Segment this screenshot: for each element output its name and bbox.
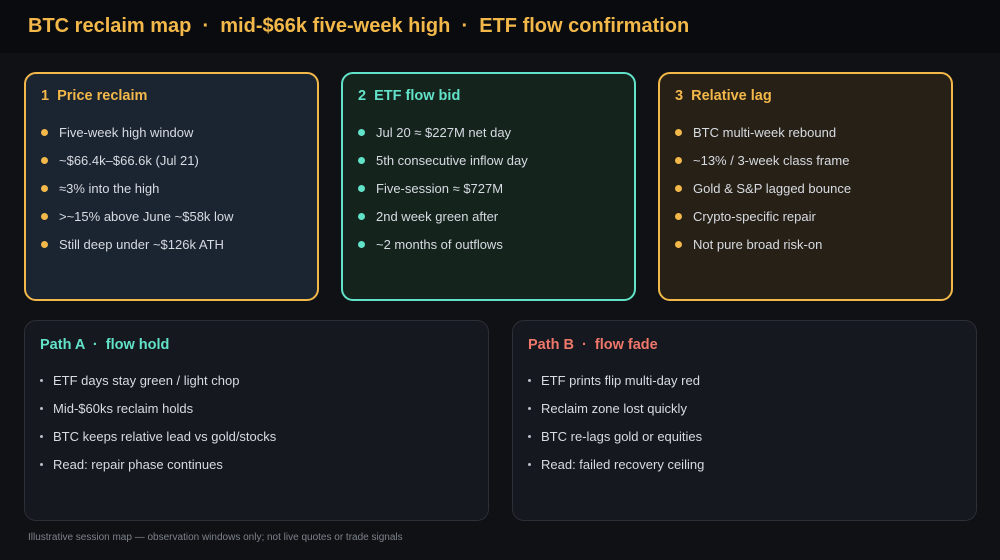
- footer-disclaimer: Illustrative session map — observation w…: [28, 532, 403, 543]
- bullet-dot-icon: [358, 128, 365, 136]
- list-item-text: ETF days stay green / light chop: [53, 372, 240, 388]
- card-title: 2 ETF flow bid: [358, 88, 461, 104]
- list-item: ~$66.4k–$66.6k (Jul 21): [41, 146, 234, 174]
- page-title: BTC reclaim map · mid-$66k five-week hig…: [28, 15, 690, 37]
- list-item: ETF days stay green / light chop: [40, 366, 276, 394]
- list-item: ≈3% into the high: [41, 174, 234, 202]
- list-item-text: Still deep under ~$126k ATH: [59, 236, 224, 252]
- list-item: Not pure broad risk-on: [675, 230, 851, 258]
- bullet-dot-icon: [675, 212, 682, 220]
- list-item-text: Crypto-specific repair: [693, 208, 816, 224]
- list-item-text: BTC re-lags gold or equities: [541, 428, 703, 444]
- bullet-dot-icon: [675, 184, 682, 192]
- bullet-dot-icon: [358, 212, 365, 220]
- list-item: 5th consecutive inflow day: [358, 146, 528, 174]
- list-item: Gold & S&P lagged bounce: [675, 174, 851, 202]
- list-item: >~15% above June ~$58k low: [41, 202, 234, 230]
- bullet-list: ETF prints flip multi-day red Reclaim zo…: [528, 366, 704, 478]
- bullet-dot-icon: [41, 156, 48, 164]
- bullet-dot-icon: [358, 184, 365, 192]
- bullet-dot-icon: [358, 156, 365, 164]
- bullet-dot-icon: [41, 240, 48, 248]
- list-item-text: Read: failed recovery ceiling: [541, 456, 705, 472]
- path-b-card: Path B · flow fade ETF prints flip multi…: [512, 320, 977, 521]
- bullet-dot-icon: [528, 378, 531, 382]
- bullet-dot-icon: [41, 212, 48, 220]
- list-item-text: ETF prints flip multi-day red: [541, 372, 700, 388]
- bullet-list: Jul 20 ≈ $227M net day 5th consecutive i…: [358, 118, 528, 258]
- list-item-text: >~15% above June ~$58k low: [59, 208, 234, 224]
- bullet-dot-icon: [675, 156, 682, 164]
- list-item-text: 5th consecutive inflow day: [376, 152, 528, 168]
- etf-flow-card: 2 ETF flow bid Jul 20 ≈ $227M net day 5t…: [341, 72, 636, 301]
- list-item: Five-week high window: [41, 118, 234, 146]
- list-item-text: Gold & S&P lagged bounce: [693, 180, 852, 196]
- list-item: Read: failed recovery ceiling: [528, 450, 704, 478]
- list-item: ~13% / 3-week class frame: [675, 146, 851, 174]
- path-a-card: Path A · flow hold ETF days stay green /…: [24, 320, 489, 521]
- list-item-text: ~$66.4k–$66.6k (Jul 21): [59, 152, 199, 168]
- bullet-dot-icon: [675, 128, 682, 136]
- list-item: BTC keeps relative lead vs gold/stocks: [40, 422, 276, 450]
- list-item-text: Read: repair phase continues: [53, 456, 223, 472]
- bullet-dot-icon: [528, 462, 531, 466]
- list-item-text: ~13% / 3-week class frame: [693, 152, 850, 168]
- list-item-text: BTC multi-week rebound: [693, 124, 837, 140]
- bullet-list: BTC multi-week rebound ~13% / 3-week cla…: [675, 118, 851, 258]
- bullet-dot-icon: [528, 434, 531, 438]
- bullet-list: Five-week high window ~$66.4k–$66.6k (Ju…: [41, 118, 234, 258]
- bullet-dot-icon: [40, 434, 43, 438]
- list-item: Still deep under ~$126k ATH: [41, 230, 234, 258]
- bullet-dot-icon: [41, 128, 48, 136]
- list-item: Reclaim zone lost quickly: [528, 394, 704, 422]
- list-item: Mid-$60ks reclaim holds: [40, 394, 276, 422]
- list-item: BTC multi-week rebound: [675, 118, 851, 146]
- bullet-dot-icon: [40, 462, 43, 466]
- bullet-dot-icon: [358, 240, 365, 248]
- card-title: 1 Price reclaim: [41, 88, 148, 104]
- relative-lag-card: 3 Relative lag BTC multi-week rebound ~1…: [658, 72, 953, 301]
- bullet-dot-icon: [41, 184, 48, 192]
- list-item-text: ~2 months of outflows: [376, 236, 503, 252]
- list-item: 2nd week green after: [358, 202, 528, 230]
- card-title: 3 Relative lag: [675, 88, 772, 104]
- header-bar: BTC reclaim map · mid-$66k five-week hig…: [0, 0, 1000, 53]
- list-item: BTC re-lags gold or equities: [528, 422, 704, 450]
- list-item-text: BTC keeps relative lead vs gold/stocks: [53, 428, 277, 444]
- list-item-text: 2nd week green after: [376, 208, 499, 224]
- bullet-dot-icon: [40, 406, 43, 410]
- list-item: Jul 20 ≈ $227M net day: [358, 118, 528, 146]
- list-item: ETF prints flip multi-day red: [528, 366, 704, 394]
- list-item: Five-session ≈ $727M: [358, 174, 528, 202]
- list-item-text: Jul 20 ≈ $227M net day: [376, 124, 512, 140]
- list-item-text: Mid-$60ks reclaim holds: [53, 400, 194, 416]
- bullet-list: ETF days stay green / light chop Mid-$60…: [40, 366, 276, 478]
- bullet-dot-icon: [675, 240, 682, 248]
- list-item: Read: repair phase continues: [40, 450, 276, 478]
- path-title: Path A · flow hold: [40, 337, 170, 353]
- list-item: Crypto-specific repair: [675, 202, 851, 230]
- list-item-text: Not pure broad risk-on: [693, 236, 823, 252]
- bullet-dot-icon: [528, 406, 531, 410]
- list-item-text: ≈3% into the high: [59, 180, 160, 196]
- list-item-text: Five-week high window: [59, 124, 194, 140]
- list-item-text: Reclaim zone lost quickly: [541, 400, 687, 416]
- path-title: Path B · flow fade: [528, 337, 658, 353]
- bullet-dot-icon: [40, 378, 43, 382]
- price-reclaim-card: 1 Price reclaim Five-week high window ~$…: [24, 72, 319, 301]
- list-item: ~2 months of outflows: [358, 230, 528, 258]
- list-item-text: Five-session ≈ $727M: [376, 180, 504, 196]
